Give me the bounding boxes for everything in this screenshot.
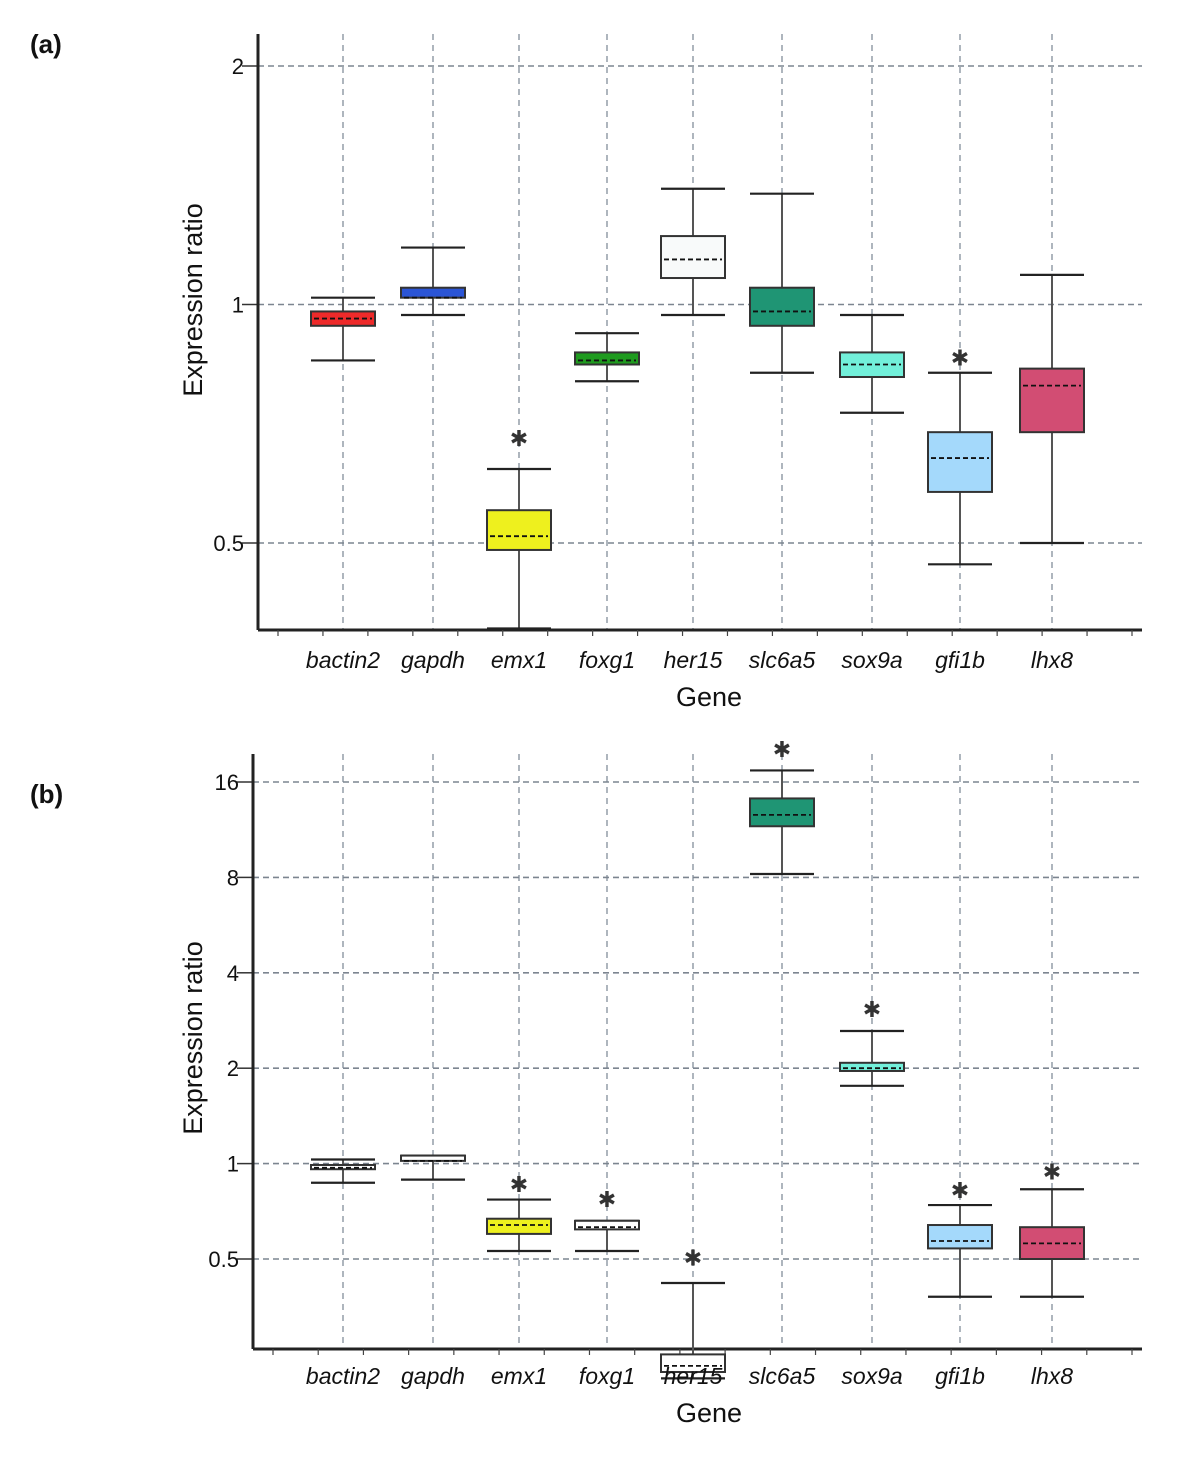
box-her15 <box>660 187 726 317</box>
x-tick-label: lhx8 <box>1031 647 1073 673</box>
outlier-marker: ✱ <box>951 1179 969 1204</box>
x-tick-label: bactin2 <box>306 1363 380 1389</box>
y-tick-label: 2 <box>232 54 244 79</box>
panel-label: (a) <box>30 29 62 59</box>
y-tick-label: 0.5 <box>208 1247 239 1272</box>
x-axis-title: Gene <box>676 682 742 712</box>
box-emx1: ✱ <box>486 427 552 630</box>
y-tick-label: 4 <box>227 961 239 986</box>
box-rect <box>749 286 815 327</box>
box-slc6a5: ✱ <box>749 738 815 876</box>
x-tick-label: foxg1 <box>579 1363 635 1389</box>
x-tick-label: gfi1b <box>935 1363 985 1389</box>
x-axis-title: Gene <box>676 1398 742 1428</box>
box-rect <box>400 286 466 299</box>
box-lhx8 <box>1019 273 1085 545</box>
box-rect <box>574 351 640 366</box>
box-rect <box>839 1061 905 1072</box>
outlier-marker: ✱ <box>863 998 881 1023</box>
box-sox9a <box>839 313 905 414</box>
outlier-marker: ✱ <box>510 1173 528 1198</box>
box-emx1: ✱ <box>486 1173 552 1253</box>
box-slc6a5 <box>749 192 815 374</box>
box-rect <box>1019 367 1085 434</box>
box-foxg1 <box>574 332 640 383</box>
box-bactin2 <box>310 296 376 362</box>
box-sox9a: ✱ <box>839 998 905 1087</box>
y-tick-label: 8 <box>227 865 239 890</box>
x-tick-label: gapdh <box>401 647 465 673</box>
y-tick-label: 16 <box>215 770 239 795</box>
x-tick-label: lhx8 <box>1031 1363 1073 1389</box>
box-gfi1b: ✱ <box>927 1179 993 1298</box>
x-tick-label: sox9a <box>841 1363 902 1389</box>
x-tick-label: slc6a5 <box>749 647 816 673</box>
outlier-marker: ✱ <box>773 738 791 763</box>
x-tick-label: foxg1 <box>579 647 635 673</box>
box-gapdh <box>400 246 466 317</box>
box-her15: ✱ <box>660 1246 726 1380</box>
panel-a: (a) 0.5 1 2 ✱ ✱ bactin2 gapdh emx1 foxg1 her15 slc6… <box>30 29 1142 712</box>
y-tick-label: 0.5 <box>213 531 244 556</box>
x-tick-label: gfi1b <box>935 647 985 673</box>
box-foxg1: ✱ <box>574 1188 640 1253</box>
x-tick-label: sox9a <box>841 647 902 673</box>
box-rect <box>486 509 552 551</box>
panel-b: (b) 0.5 1 2 4 8 16 ✱ ✱ ✱ ✱ ✱ ✱ ✱ bactin2 gapdh emx1 foxg1… <box>30 738 1142 1428</box>
x-tick-label: emx1 <box>491 647 547 673</box>
box-rect <box>927 1224 993 1250</box>
box-bactin2 <box>310 1158 376 1184</box>
box-rect <box>660 1353 726 1373</box>
panel-label: (b) <box>30 779 63 809</box>
x-tick-label: her15 <box>664 1363 723 1389</box>
x-tick-label: emx1 <box>491 1363 547 1389</box>
box-lhx8: ✱ <box>1019 1161 1085 1298</box>
box-rect <box>927 431 993 493</box>
outlier-marker: ✱ <box>684 1246 702 1271</box>
x-tick-label: bactin2 <box>306 647 380 673</box>
box-gapdh <box>400 1154 466 1181</box>
y-tick-label: 1 <box>232 293 244 318</box>
box-rect <box>660 235 726 280</box>
x-tick-label: gapdh <box>401 1363 465 1389</box>
box-gfi1b: ✱ <box>927 346 993 566</box>
outlier-marker: ✱ <box>1043 1161 1061 1186</box>
outlier-marker: ✱ <box>598 1188 616 1213</box>
box-rect <box>574 1219 640 1231</box>
y-axis-title: Expression ratio <box>178 203 208 397</box>
x-tick-label: her15 <box>664 647 723 673</box>
y-axis-title: Expression ratio <box>178 941 208 1135</box>
outlier-marker: ✱ <box>510 427 528 452</box>
outlier-marker: ✱ <box>951 346 969 371</box>
box-rect <box>749 797 815 828</box>
x-tick-label: slc6a5 <box>749 1363 816 1389</box>
box-rect <box>486 1217 552 1235</box>
y-tick-label: 1 <box>227 1152 239 1177</box>
y-tick-label: 2 <box>227 1056 239 1081</box>
